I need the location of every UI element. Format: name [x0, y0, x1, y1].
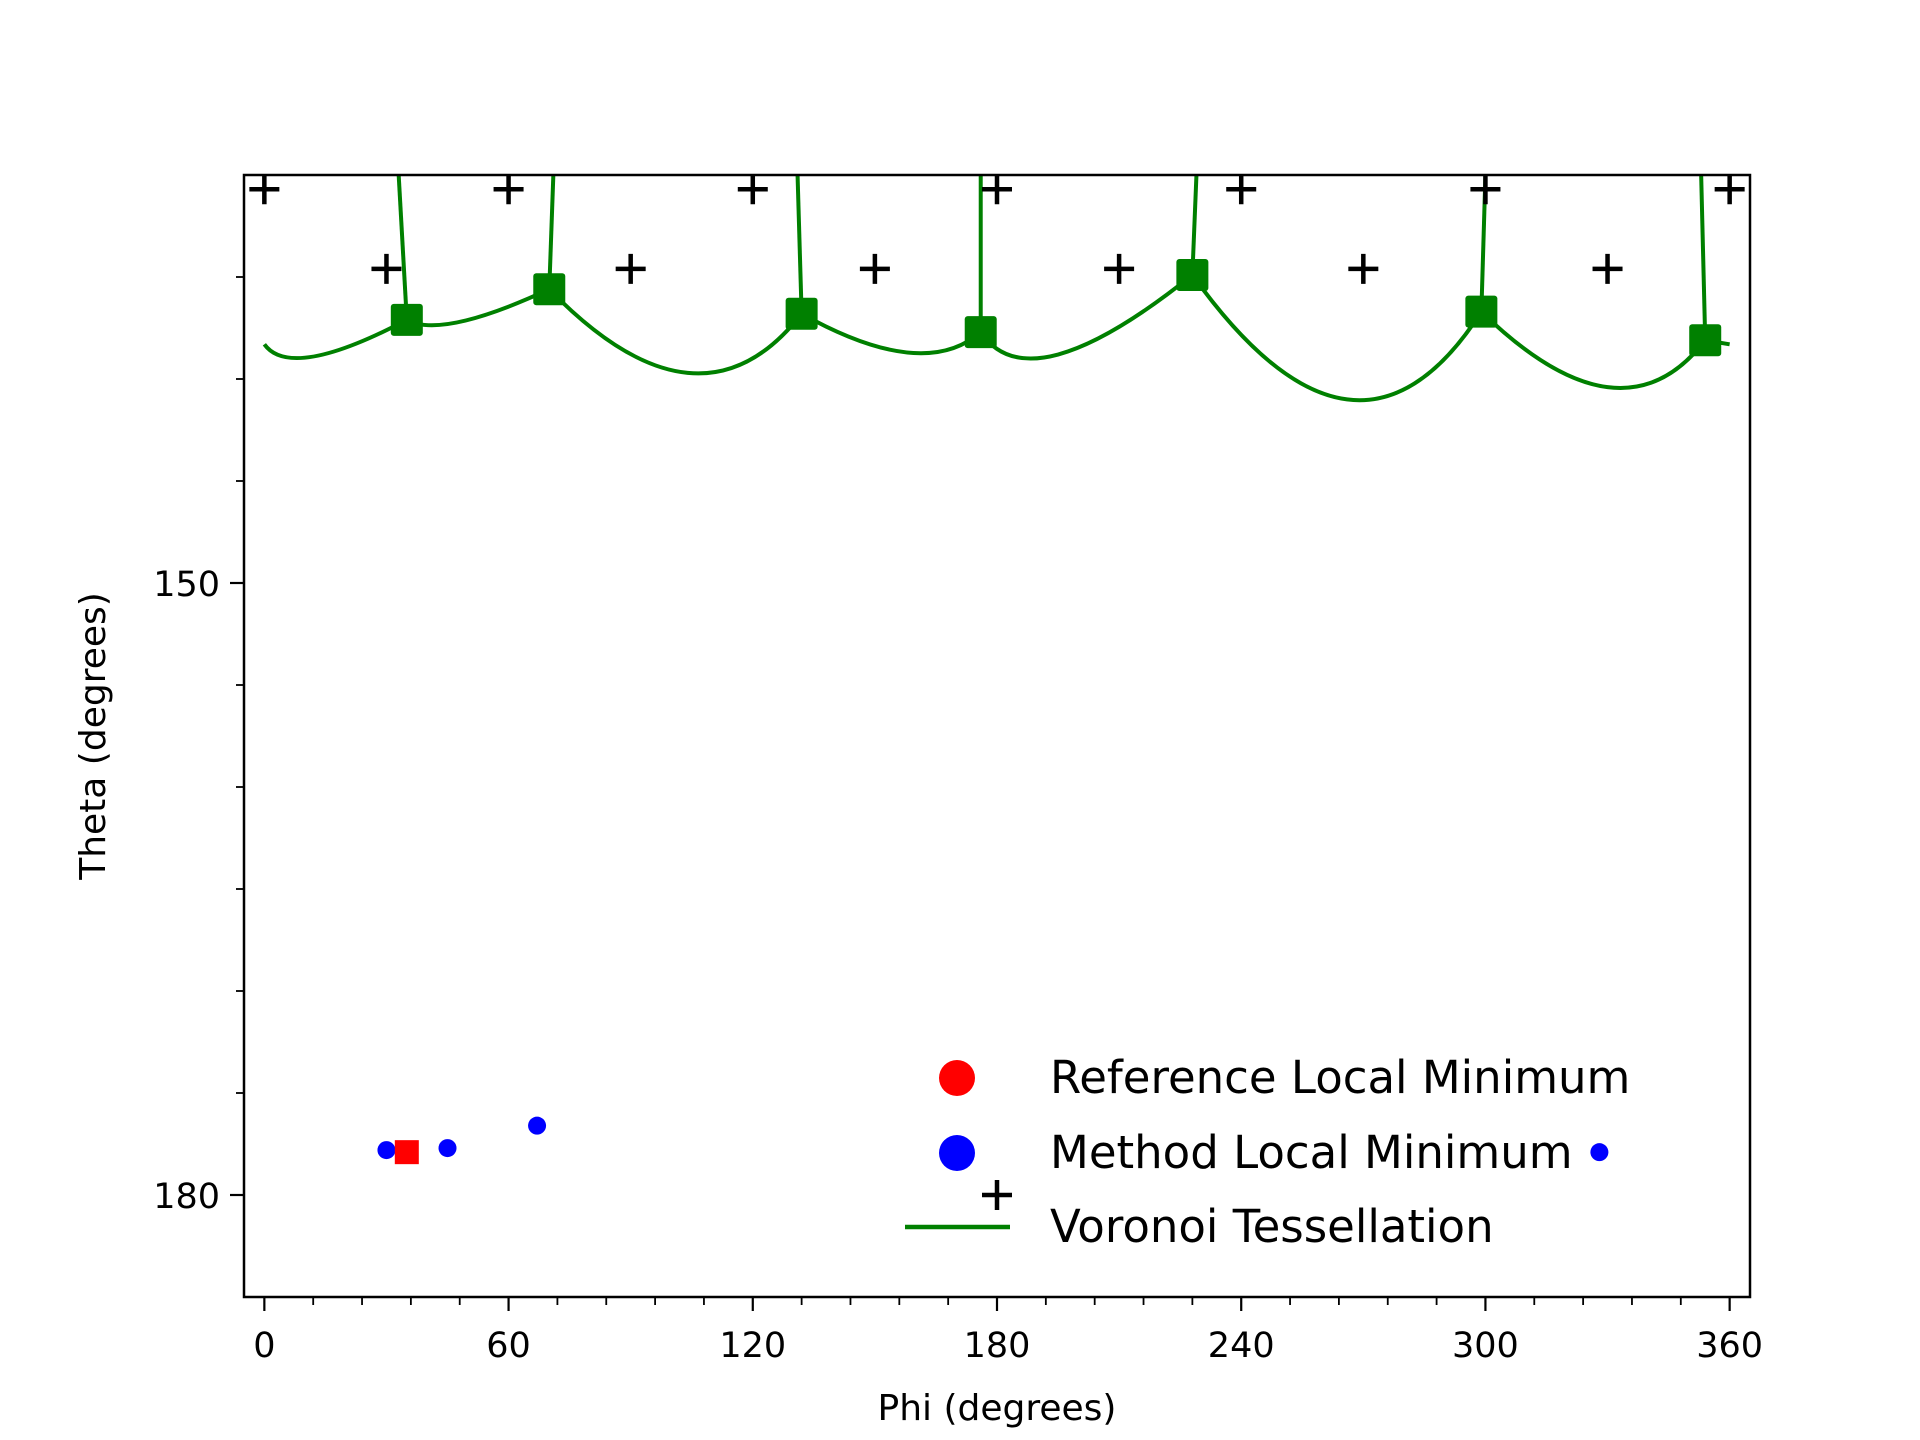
legend-marker-circle	[939, 1135, 975, 1171]
voronoi-edge	[1190, 175, 1199, 276]
voronoi-arc	[1190, 273, 1484, 403]
sample-point-plus	[1470, 175, 1501, 205]
sample-point-plus	[493, 175, 524, 205]
x-tick-label: 60	[486, 1326, 531, 1366]
sample-point-plus	[1714, 175, 1745, 205]
sample-point-plus	[859, 253, 890, 284]
axes: 0 60 120 180 240 300 360 150 180	[153, 276, 1763, 1366]
method-minimum-point	[438, 1139, 457, 1158]
voronoi-vertex-marker	[1465, 295, 1498, 328]
y-axis-label: Theta (degrees)	[73, 592, 114, 881]
legend-label: Method Local Minimum	[1050, 1126, 1573, 1179]
legend-label: Reference Local Minimum	[1050, 1051, 1630, 1104]
method-minimum-point	[528, 1116, 547, 1135]
voronoi-arc	[405, 287, 551, 328]
x-tick-label: 120	[719, 1326, 786, 1366]
voronoi-arc	[979, 273, 1194, 361]
sample-point-plus	[1348, 253, 1379, 284]
sample-point-plus	[737, 175, 768, 205]
voronoi-arc	[547, 287, 804, 376]
legend-label: Voronoi Tessellation	[1050, 1200, 1494, 1253]
x-tick-label: 180	[964, 1326, 1031, 1366]
sample-point-plus	[982, 1180, 1012, 1210]
x-tick-label: 0	[253, 1326, 275, 1366]
method-minimum-point	[1590, 1143, 1609, 1162]
y-tick-label: 150	[153, 565, 220, 605]
x-tick-label: 240	[1208, 1326, 1275, 1366]
voronoi-vertex-marker	[1176, 258, 1209, 291]
voronoi-vertex-marker	[964, 316, 997, 349]
voronoi-arc	[1479, 310, 1707, 390]
voronoi-arc	[262, 318, 408, 361]
plot-area	[249, 175, 1745, 1210]
x-axis-label: Phi (degrees)	[878, 1388, 1117, 1429]
reference-minimum-marker	[394, 1140, 419, 1165]
sample-point-plus	[615, 253, 646, 284]
voronoi-arc	[800, 311, 983, 356]
sample-point-plus	[371, 253, 402, 284]
sample-point-plus	[1592, 253, 1623, 284]
sample-point-plus	[1226, 175, 1257, 205]
voronoi-edge	[396, 175, 409, 320]
legend-marker-circle	[939, 1060, 975, 1096]
voronoi-edge	[1699, 175, 1708, 341]
voronoi-edge	[547, 175, 556, 290]
y-tick-label: 180	[153, 1177, 220, 1217]
sample-point-plus	[982, 175, 1012, 205]
sample-point-plus	[1104, 253, 1135, 284]
x-tick-label: 300	[1452, 1326, 1519, 1366]
x-tick-label: 360	[1696, 1326, 1763, 1366]
method-minimum-point	[377, 1141, 396, 1160]
voronoi-vertex-marker	[1689, 324, 1722, 357]
voronoi-vertex-marker	[533, 273, 566, 306]
voronoi-vertex-marker	[390, 303, 423, 336]
voronoi-vertex-marker	[785, 297, 818, 330]
voronoi-edge	[795, 175, 804, 314]
legend: Reference Local Minimum Method Local Mini…	[905, 1051, 1630, 1253]
sample-point-plus	[249, 175, 280, 205]
